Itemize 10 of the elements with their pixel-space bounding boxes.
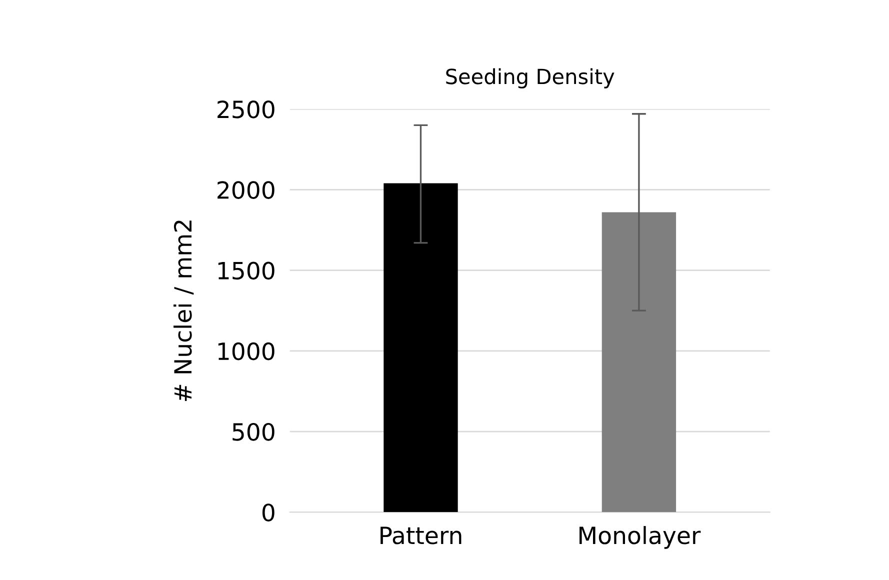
- y-tick-label: 2500: [218, 100, 274, 118]
- x-tick-label: Monolayer: [580, 526, 701, 549]
- chart-title: Seeding Density: [446, 68, 614, 88]
- y-tick-label: 0: [262, 504, 274, 522]
- y-tick-label: 500: [232, 422, 274, 441]
- y-tick-label: 1000: [218, 342, 274, 360]
- y-axis-title: # Nuclei / mm2: [174, 220, 194, 402]
- y-tick-label: 2000: [218, 181, 274, 199]
- x-tick-label: Pattern: [380, 526, 462, 544]
- y-tick-label: 1500: [218, 262, 274, 280]
